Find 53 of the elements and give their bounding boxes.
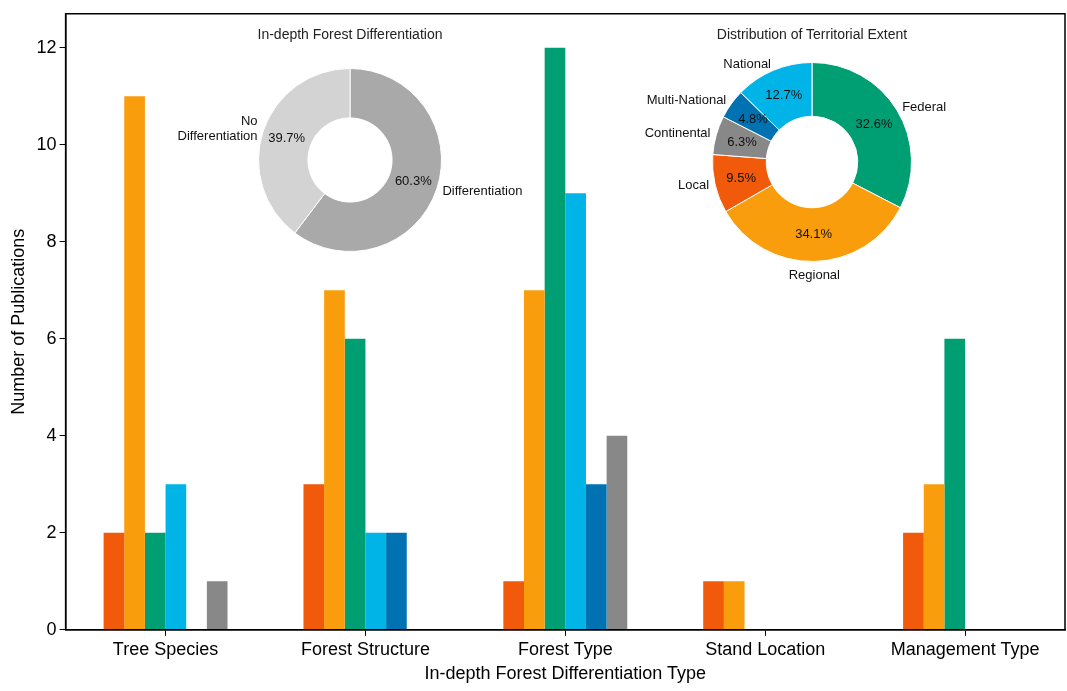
slice-label: National (723, 56, 772, 72)
bar (923, 484, 945, 630)
bar (165, 484, 187, 630)
x-axis-title: In-depth Forest Differentiation Type (424, 663, 707, 684)
bar (303, 484, 325, 630)
bar (365, 532, 387, 630)
bar (723, 581, 745, 630)
x-tick-label: Forest Structure (300, 638, 430, 659)
y-tick-label: 8 (46, 230, 57, 251)
bar (944, 338, 966, 630)
bar (124, 96, 145, 630)
bar (703, 581, 724, 630)
slice-label: Local (678, 176, 710, 192)
slice-label: Multi-National (646, 92, 727, 108)
slice-label: Federal (902, 98, 947, 114)
bar (565, 193, 586, 630)
data-label: 12.7% (765, 86, 803, 102)
x-tick-label: Tree Species (112, 638, 219, 659)
bar (144, 532, 166, 630)
y-tick-label: 12 (36, 36, 57, 57)
y-tick-label: 0 (46, 618, 57, 639)
bar (386, 532, 407, 630)
data-label: 39.7% (268, 130, 306, 146)
bar (544, 47, 566, 630)
y-tick-label: 6 (46, 327, 57, 348)
slice-label: Regional (788, 266, 841, 282)
bar (524, 290, 545, 630)
y-axis-title: Number of Publications (7, 228, 28, 415)
slice-label: Differentiation (442, 182, 523, 198)
y-tick-label: 2 (46, 521, 57, 542)
bar (103, 532, 125, 630)
slice-label: Continental (644, 125, 711, 141)
x-tick-label: Stand Location (705, 638, 826, 659)
slice-label: No Differentiation (177, 113, 258, 144)
x-tick-label: Forest Type (517, 638, 613, 659)
data-label: 60.3% (394, 172, 433, 188)
y-tick-label: 10 (36, 133, 57, 154)
data-label: 4.8% (738, 111, 769, 127)
bar (606, 435, 628, 630)
y-tick-label: 4 (46, 424, 57, 445)
bar (585, 484, 607, 630)
bar (503, 581, 524, 630)
data-label: 6.3% (727, 133, 758, 149)
data-label: 34.1% (795, 226, 833, 242)
chart-title: Distribution of Territorial Extent (715, 26, 909, 42)
bar (324, 290, 345, 630)
data-label: 32.6% (855, 115, 893, 131)
x-tick-label: Management Type (890, 638, 1040, 659)
bar (344, 338, 366, 630)
data-label: 9.5% (726, 169, 757, 185)
bar (206, 581, 228, 630)
bar (903, 532, 924, 630)
chart-title: In-depth Forest Differentiation (256, 26, 444, 42)
